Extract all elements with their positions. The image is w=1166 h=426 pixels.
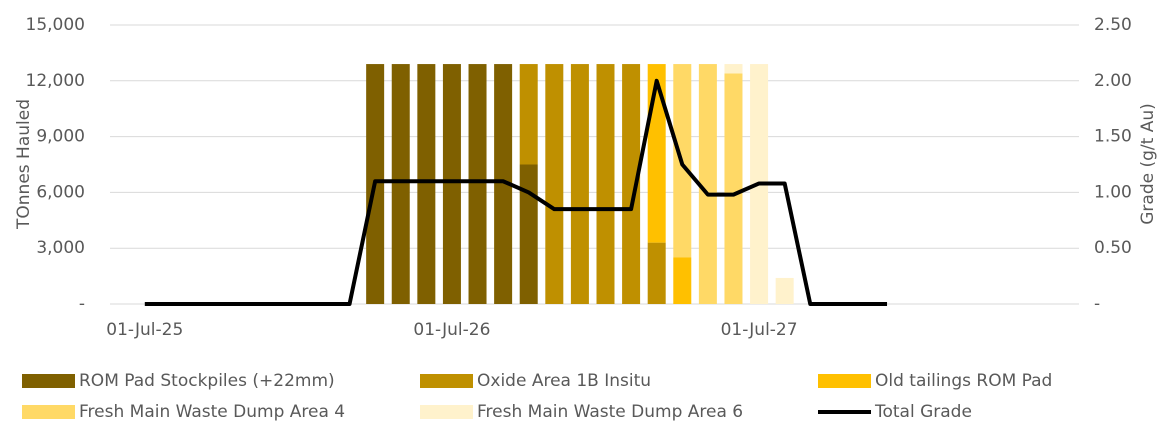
legend-swatch: [22, 374, 75, 388]
y-axis-title: TOnnes Hauled: [14, 99, 34, 230]
x-tick-label: 01-Jul-26: [413, 320, 490, 340]
legend-label: Old tailings ROM Pad: [875, 371, 1052, 391]
y-tick-label: -: [79, 294, 85, 314]
bar: [468, 64, 487, 304]
bar: [570, 64, 589, 304]
bar: [698, 64, 717, 304]
bar: [775, 277, 794, 304]
legend-label: Fresh Main Waste Dump Area 6: [477, 402, 743, 422]
bar: [724, 73, 743, 304]
bar: [391, 64, 410, 304]
y2-tick-label: 2.00: [1094, 71, 1132, 91]
bar: [519, 164, 538, 304]
legend-label: Fresh Main Waste Dump Area 4: [79, 402, 345, 422]
y-tick-label: 15,000: [26, 15, 85, 35]
y2-tick-label: 1.50: [1094, 127, 1132, 147]
legend-swatch: [818, 374, 871, 388]
y-tick-label: 6,000: [36, 182, 85, 202]
legend-swatch: [420, 405, 473, 419]
legend-swatch: [420, 374, 473, 388]
bar: [442, 64, 461, 304]
y2-tick-label: 1.00: [1094, 182, 1132, 202]
bar: [596, 64, 615, 304]
bar: [417, 64, 436, 304]
bar: [647, 242, 666, 304]
bar: [494, 64, 513, 304]
legend-swatch: [22, 405, 75, 419]
y2-tick-label: 0.50: [1094, 238, 1132, 258]
y2-tick-label: -: [1094, 294, 1100, 314]
y-tick-label: 12,000: [26, 71, 85, 91]
x-tick-label: 01-Jul-25: [106, 320, 183, 340]
y-tick-label: 9,000: [36, 127, 85, 147]
bar: [622, 64, 641, 304]
legend-label: Total Grade: [874, 402, 972, 422]
y2-tick-label: 2.50: [1094, 15, 1132, 35]
bar: [724, 64, 743, 74]
bar: [673, 257, 692, 304]
bar: [545, 64, 564, 304]
grade-line: [144, 78, 888, 306]
y-tick-label: 3,000: [36, 238, 85, 258]
y2-axis-title: Grade (g/t Au): [1138, 103, 1158, 225]
bar: [519, 64, 538, 165]
legend-label: ROM Pad Stockpiles (+22mm): [79, 371, 335, 391]
x-tick-label: 01-Jul-27: [721, 320, 798, 340]
legend-label: Oxide Area 1B Insitu: [477, 371, 651, 391]
